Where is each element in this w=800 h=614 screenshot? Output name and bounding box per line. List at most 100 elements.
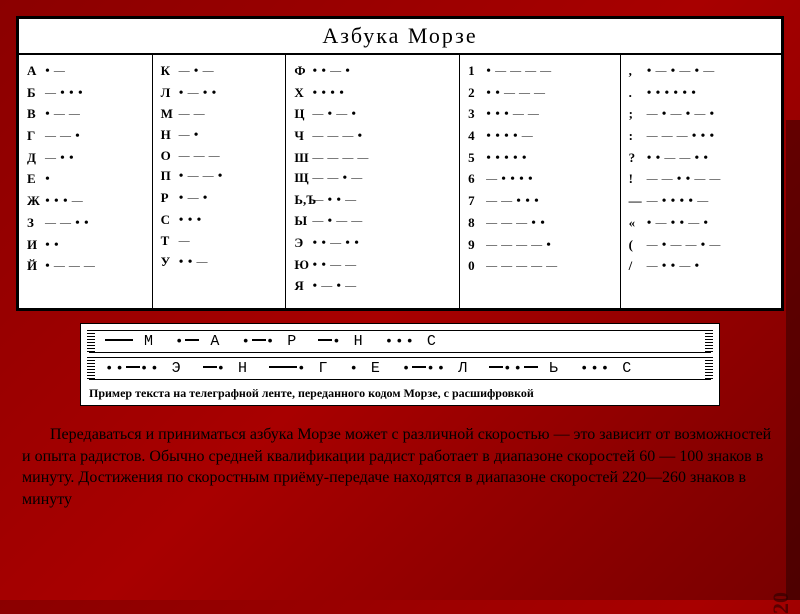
morse-row: Т [161, 231, 278, 251]
morse-letter: Р [161, 188, 179, 210]
morse-row: 5 [468, 148, 611, 170]
morse-code [486, 61, 555, 83]
morse-letter: У [161, 252, 179, 274]
morse-letter: Щ [294, 168, 312, 190]
morse-code [45, 213, 93, 235]
morse-letter: Т [161, 231, 179, 251]
morse-row: 2 [468, 83, 611, 105]
morse-code [312, 255, 360, 277]
morse-letter: Й [27, 256, 45, 278]
morse-letter: 9 [468, 235, 486, 257]
morse-letter: М [161, 104, 179, 124]
morse-letter: Е [27, 169, 45, 191]
morse-row: : [629, 126, 773, 148]
morse-code [312, 126, 366, 148]
morse-letter: В [27, 104, 45, 126]
morse-letter: 6 [468, 169, 486, 191]
morse-row: 0 [468, 256, 611, 276]
morse-letter: Ф [294, 61, 312, 83]
morse-row: А [27, 61, 144, 83]
morse-row: 3 [468, 104, 611, 126]
morse-row: Б [27, 83, 144, 105]
morse-row: М [161, 104, 278, 124]
morse-row: 6 [468, 169, 611, 191]
morse-letter: 1 [468, 61, 486, 83]
morse-letter: Б [27, 83, 45, 105]
morse-letter: 7 [468, 191, 486, 213]
morse-column: ФХЦЧШЩЬ,ЪЫЭЮЯ [286, 55, 460, 308]
morse-letter: 8 [468, 213, 486, 235]
morse-letter: 0 [468, 256, 486, 276]
morse-grid: АБВГДЕЖЗИЙКЛМНОПРСТУФХЦЧШЩЬ,ЪЫЭЮЯ1234567… [19, 55, 781, 308]
morse-code [312, 276, 360, 298]
morse-code [486, 83, 549, 105]
side-shadow [786, 120, 800, 600]
morse-letter: Ю [294, 255, 312, 277]
morse-row: Ш [294, 148, 451, 168]
morse-code [486, 126, 537, 148]
morse-letter: ? [629, 148, 647, 170]
morse-row: / [629, 256, 773, 278]
morse-row: , [629, 61, 773, 83]
tape-line-1: М А Р Н С [89, 330, 711, 353]
morse-letter: : [629, 126, 647, 148]
morse-letter: — [629, 191, 647, 213]
morse-row: Ь,Ъ [294, 190, 451, 212]
morse-letter: / [629, 256, 647, 278]
morse-row: Е [27, 169, 144, 191]
morse-code [45, 61, 69, 83]
morse-letter: Ж [27, 191, 45, 213]
table-title: Азбука Морзе [19, 19, 781, 55]
morse-letter: « [629, 213, 647, 235]
morse-code [179, 61, 218, 83]
morse-code [179, 83, 221, 105]
morse-code [45, 126, 84, 148]
morse-code [647, 235, 725, 257]
morse-code [45, 83, 87, 105]
morse-letter: К [161, 61, 179, 83]
morse-letter: Ь,Ъ [294, 190, 312, 212]
morse-code [179, 146, 224, 166]
body-paragraph: Передаваться и приниматься азбука Морзе … [22, 424, 778, 510]
morse-row: 4 [468, 126, 611, 148]
morse-letter: И [27, 235, 45, 257]
morse-letter: Х [294, 83, 312, 105]
morse-row: Ц [294, 104, 451, 126]
morse-code [647, 61, 719, 83]
morse-code [486, 235, 555, 257]
morse-row: Р [161, 188, 278, 210]
morse-code [486, 213, 549, 235]
morse-code [179, 188, 212, 210]
morse-code [45, 191, 87, 213]
morse-letter: З [27, 213, 45, 235]
morse-code [647, 256, 704, 278]
morse-letter: А [27, 61, 45, 83]
morse-row: Д [27, 148, 144, 170]
morse-code [647, 83, 700, 105]
morse-code [45, 148, 78, 170]
morse-letter: 4 [468, 126, 486, 148]
morse-code [312, 233, 363, 255]
morse-code [312, 211, 366, 233]
tape-line-2: Э Н Г Е Л Ь С [89, 357, 711, 380]
morse-code [45, 104, 84, 126]
morse-code [647, 169, 725, 191]
morse-code [312, 104, 360, 126]
morse-row: Й [27, 256, 144, 278]
morse-code [647, 148, 713, 170]
morse-letter: 5 [468, 148, 486, 170]
morse-code [179, 125, 203, 147]
morse-row: Я [294, 276, 451, 298]
morse-letter: О [161, 146, 179, 166]
morse-row: 1 [468, 61, 611, 83]
morse-letter: Ш [294, 148, 312, 168]
morse-row: В [27, 104, 144, 126]
morse-row: Ж [27, 191, 144, 213]
morse-column: КЛМНОПРСТУ [153, 55, 287, 308]
morse-code [647, 126, 719, 148]
morse-code [45, 235, 63, 257]
morse-code [312, 148, 372, 168]
morse-code [486, 104, 543, 126]
morse-row: Ю [294, 255, 451, 277]
morse-letter: Н [161, 125, 179, 147]
